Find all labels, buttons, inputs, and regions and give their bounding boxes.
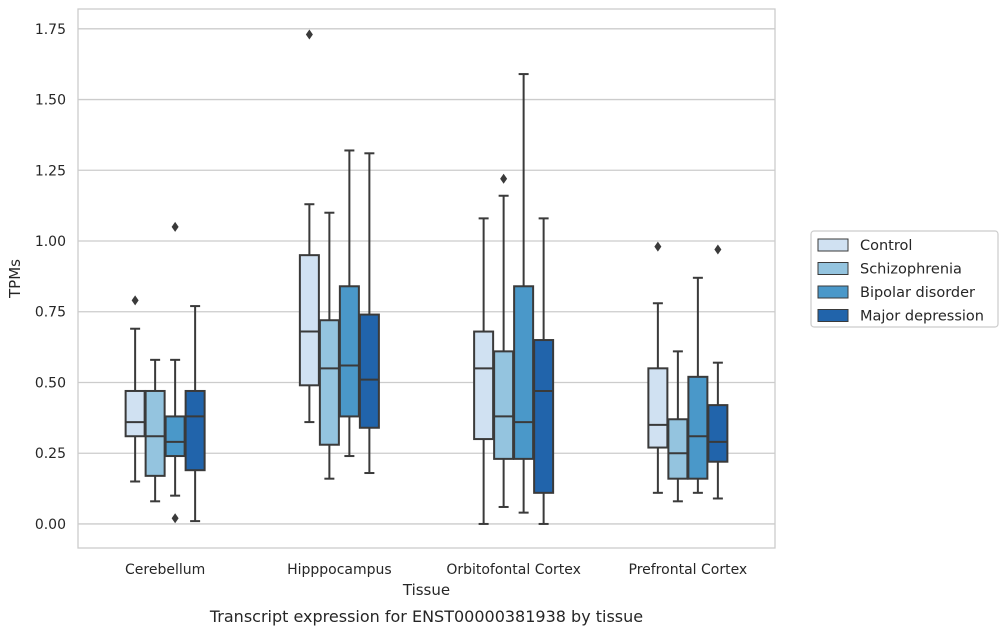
x-tick-label: Cerebellum [125,562,205,578]
x-tick-label: Orbitofontal Cortex [446,562,581,578]
plot-frame [77,8,776,549]
box-iqr [513,285,535,460]
box-iqr [164,415,186,458]
y-tick-label: 1.50 [35,93,66,109]
box-0-1 [144,358,166,503]
legend-label: Bipolar disorder [860,285,975,301]
legend-label: Control [860,238,912,254]
box-2-3 [533,217,555,525]
outlier-point [171,513,179,524]
legend: Control Schizophrenia Bipolar disorder Majo… [810,230,999,328]
legend-swatch [817,262,849,275]
box-iqr [533,339,555,494]
box-iqr [647,367,669,449]
y-tick-label: 0.75 [35,305,66,321]
box-1-1 [318,211,340,480]
y-axis-label: TPMs [6,259,24,299]
outlier-point [654,241,662,252]
box-3-3 [707,244,729,500]
box-groups [124,29,729,525]
y-tick-labels: 0.00 0.25 0.50 0.75 1.00 1.25 1.50 1.75 [35,22,66,533]
x-axis-label: Tissue [402,581,450,599]
box-3-2 [687,276,709,494]
box-1-3 [358,152,380,475]
legend-item: Schizophrenia [817,262,962,278]
box-0-2 [164,221,186,524]
legend-swatch [817,238,849,252]
legend-label: Schizophrenia [860,262,962,278]
box-3-0 [647,241,669,494]
box-iqr [184,389,206,472]
outlier-point [171,221,179,232]
legend-swatch [817,285,849,299]
box-iqr [144,389,166,477]
y-tick-label: 0.50 [35,375,66,391]
box-2-2 [513,73,535,514]
box-iqr [667,418,689,480]
box-0-0 [124,295,146,483]
outlier-point [500,173,508,184]
box-iqr [298,254,320,387]
y-tick-label: 0.00 [35,517,66,533]
box-3-1 [667,350,689,503]
legend-item: Major depression [817,309,984,325]
y-tick-label: 1.75 [35,22,66,38]
y-tick-label: 0.25 [35,446,66,462]
box-iqr [493,350,515,460]
chart-caption: Transcript expression for ENST0000038193… [209,607,643,626]
outlier-point [131,295,139,306]
legend-swatch [817,309,849,322]
y-tick-label: 1.25 [35,163,66,179]
legend-frame [810,230,999,328]
y-tick-label: 1.00 [35,234,66,250]
x-tick-label: Prefrontal Cortex [629,562,748,578]
box-iqr [473,330,495,441]
outlier-point [714,244,722,255]
box-iqr [358,313,380,429]
box-iqr [318,319,340,446]
legend-item: Control [817,238,912,254]
box-iqr [124,389,146,438]
legend-label: Major depression [860,309,984,325]
box-iqr [687,375,709,480]
box-1-2 [338,149,360,458]
box-2-1 [493,173,515,508]
box-2-0 [473,217,495,525]
box-iqr [338,285,360,418]
x-tick-label: Hipppocampus [287,562,392,578]
outlier-point [305,29,313,40]
box-1-0 [298,29,320,424]
box-0-3 [184,305,206,523]
legend-item: Bipolar disorder [817,285,975,301]
box-iqr [707,404,729,463]
x-tick-labels: Cerebellum Hipppocampus Orbitofontal Corte… [125,562,747,578]
